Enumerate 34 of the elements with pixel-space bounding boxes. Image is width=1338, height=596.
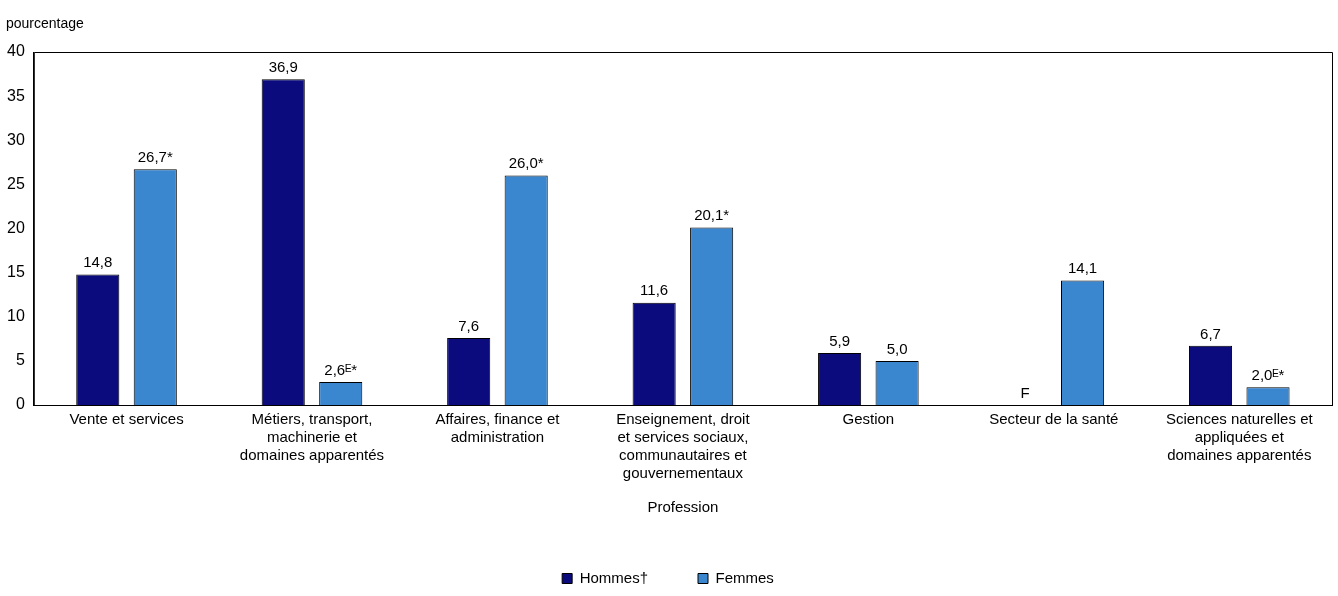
data-label: 36,9 xyxy=(268,58,298,75)
y-tick-label: 25 xyxy=(7,174,25,192)
y-tick-label: 30 xyxy=(7,130,25,148)
y-tick-label: 0 xyxy=(15,395,25,413)
legend-label: Femmes xyxy=(715,568,774,586)
data-label: 7,6 xyxy=(458,316,480,334)
legend-label: Hommes† xyxy=(579,568,649,586)
x-axis-title: Profession xyxy=(647,498,719,516)
x-tick-label: Enseignement, droit et services sociaux, communautaires et gouvernementaux xyxy=(616,410,751,482)
x-tick-label: Gestion xyxy=(842,410,895,428)
data-label: 14,8 xyxy=(83,253,113,271)
data-label: 26,7* xyxy=(137,148,173,166)
data-label: 5,0 xyxy=(886,339,908,357)
y-tick-label: 5 xyxy=(15,351,25,369)
y-tick-label: 20 xyxy=(7,218,25,236)
y-tick-label: 40 xyxy=(7,42,25,60)
text: F xyxy=(1020,383,1030,401)
data-label: 2,0ᴱ* xyxy=(1251,365,1285,383)
y-tick-label: 10 xyxy=(7,307,25,325)
x-tick-label: Secteur de la santé xyxy=(989,410,1119,428)
x-tick-label: Affaires, finance et administration xyxy=(435,410,561,446)
x-tick-label: Vente et services xyxy=(69,410,184,428)
data-label: 14,1 xyxy=(1067,259,1098,277)
y-tick-label: 15 xyxy=(7,263,25,281)
y-tick-label: 35 xyxy=(7,86,25,104)
x-tick-label: Métiers, transport, machinerie et domaines apparentés xyxy=(239,410,385,464)
data-label: 20,1* xyxy=(694,206,730,224)
y-axis-title: pourcentage xyxy=(6,15,85,31)
data-label: 26,0* xyxy=(508,154,544,172)
data-label: 2,6ᴱ* xyxy=(324,360,358,378)
data-label: 6,7 xyxy=(1200,324,1221,342)
x-tick-label: Sciences naturelles et appliquées et domaines apparentés xyxy=(1165,410,1314,464)
data-label: 5,9 xyxy=(829,331,851,349)
data-label: 11,6 xyxy=(640,281,669,299)
